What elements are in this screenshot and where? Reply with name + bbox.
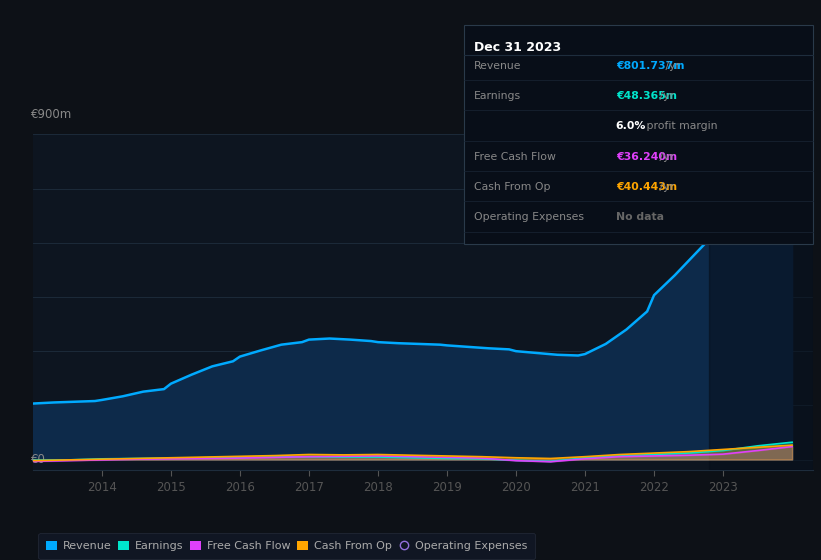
Text: /yr: /yr (657, 152, 675, 162)
Text: profit margin: profit margin (643, 122, 718, 132)
Text: /yr: /yr (657, 182, 675, 192)
Text: No data: No data (616, 212, 663, 222)
Legend: Revenue, Earnings, Free Cash Flow, Cash From Op, Operating Expenses: Revenue, Earnings, Free Cash Flow, Cash … (39, 533, 535, 559)
Text: Dec 31 2023: Dec 31 2023 (474, 41, 561, 54)
Text: Operating Expenses: Operating Expenses (474, 212, 584, 222)
Text: /yr: /yr (662, 60, 680, 71)
Text: €900m: €900m (31, 108, 72, 121)
Bar (709, 134, 813, 470)
Text: Cash From Op: Cash From Op (474, 182, 550, 192)
Text: €40.443m: €40.443m (616, 182, 677, 192)
Text: €36.240m: €36.240m (616, 152, 677, 162)
Text: €801.737m: €801.737m (616, 60, 684, 71)
Text: /yr: /yr (657, 91, 675, 101)
Text: €48.365m: €48.365m (616, 91, 677, 101)
Text: 6.0%: 6.0% (616, 122, 646, 132)
Text: €0: €0 (31, 453, 46, 466)
Text: Free Cash Flow: Free Cash Flow (474, 152, 556, 162)
Text: Earnings: Earnings (474, 91, 521, 101)
Text: Revenue: Revenue (474, 60, 521, 71)
